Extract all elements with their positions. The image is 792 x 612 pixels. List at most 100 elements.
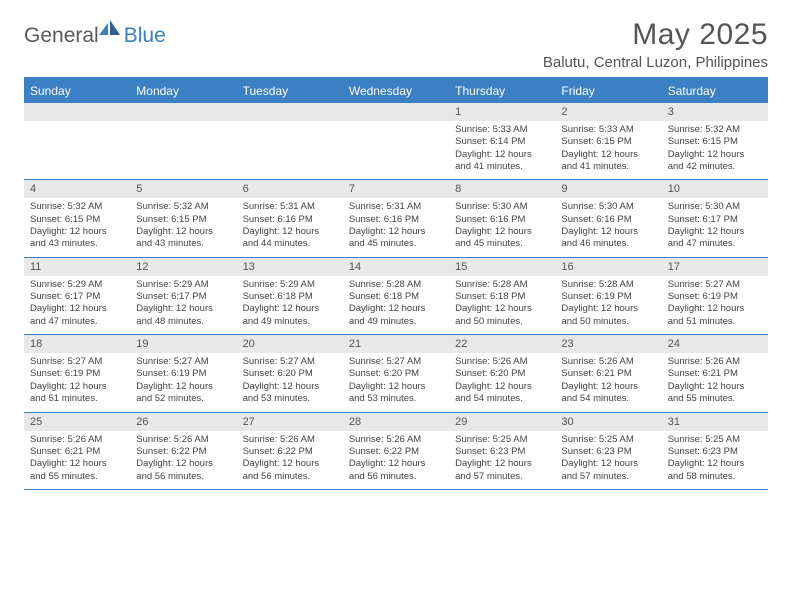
sunset-text: Sunset: 6:18 PM [455, 291, 549, 303]
sunset-text: Sunset: 6:23 PM [561, 446, 655, 458]
sunset-text: Sunset: 6:17 PM [136, 291, 230, 303]
logo-text-blue: Blue [124, 24, 166, 48]
day-number: 27 [237, 413, 343, 431]
sunrise-text: Sunrise: 5:31 AM [349, 201, 443, 213]
daylight-text: and 57 minutes. [561, 471, 655, 483]
day-cell: Sunrise: 5:26 AMSunset: 6:22 PMDaylight:… [130, 431, 236, 489]
day-number: 31 [662, 413, 768, 431]
sunset-text: Sunset: 6:19 PM [30, 368, 124, 380]
daylight-text: and 49 minutes. [243, 316, 337, 328]
sunrise-text: Sunrise: 5:30 AM [561, 201, 655, 213]
sunset-text: Sunset: 6:19 PM [136, 368, 230, 380]
daylight-text: Daylight: 12 hours [561, 226, 655, 238]
header: General Blue May 2025 Balutu, Central Lu… [24, 18, 768, 71]
day-cell: Sunrise: 5:26 AMSunset: 6:21 PMDaylight:… [662, 353, 768, 411]
day-cell: Sunrise: 5:28 AMSunset: 6:19 PMDaylight:… [555, 276, 661, 334]
daylight-text: and 45 minutes. [455, 238, 549, 250]
day-number: 18 [24, 335, 130, 353]
sunset-text: Sunset: 6:18 PM [349, 291, 443, 303]
daylight-text: Daylight: 12 hours [349, 458, 443, 470]
daylight-text: and 54 minutes. [561, 393, 655, 405]
day-number: 15 [449, 258, 555, 276]
day-cell: Sunrise: 5:26 AMSunset: 6:22 PMDaylight:… [343, 431, 449, 489]
daylight-text: and 47 minutes. [30, 316, 124, 328]
day-cell: Sunrise: 5:29 AMSunset: 6:18 PMDaylight:… [237, 276, 343, 334]
daylight-text: Daylight: 12 hours [30, 303, 124, 315]
day-number: 13 [237, 258, 343, 276]
sunset-text: Sunset: 6:22 PM [349, 446, 443, 458]
day-number: 3 [662, 103, 768, 121]
day-number: 4 [24, 180, 130, 198]
sunrise-text: Sunrise: 5:28 AM [561, 279, 655, 291]
day-number: 8 [449, 180, 555, 198]
day-cell: Sunrise: 5:31 AMSunset: 6:16 PMDaylight:… [237, 198, 343, 256]
weekday-header: Monday [130, 79, 236, 103]
day-number: 29 [449, 413, 555, 431]
daylight-text: Daylight: 12 hours [668, 226, 762, 238]
logo-text-general: General [24, 24, 99, 48]
day-number: 25 [24, 413, 130, 431]
day-cell [343, 121, 449, 179]
daylight-text: and 42 minutes. [668, 161, 762, 173]
calendar-page: General Blue May 2025 Balutu, Central Lu… [0, 0, 792, 502]
sunset-text: Sunset: 6:20 PM [349, 368, 443, 380]
sunset-text: Sunset: 6:16 PM [349, 214, 443, 226]
daylight-text: and 48 minutes. [136, 316, 230, 328]
calendar-week: 18 19 20 21 22 23 24 Sunrise: 5:27 AMSun… [24, 335, 768, 412]
sunrise-text: Sunrise: 5:25 AM [455, 434, 549, 446]
sunrise-text: Sunrise: 5:29 AM [30, 279, 124, 291]
sunrise-text: Sunrise: 5:26 AM [243, 434, 337, 446]
title-block: May 2025 Balutu, Central Luzon, Philippi… [543, 18, 768, 71]
day-number: 6 [237, 180, 343, 198]
sunrise-text: Sunrise: 5:25 AM [561, 434, 655, 446]
daylight-text: and 51 minutes. [30, 393, 124, 405]
day-cell [24, 121, 130, 179]
day-number [130, 103, 236, 121]
weekday-header: Friday [555, 79, 661, 103]
daylight-text: Daylight: 12 hours [561, 149, 655, 161]
sunrise-text: Sunrise: 5:29 AM [243, 279, 337, 291]
weekday-header: Sunday [24, 79, 130, 103]
day-cell: Sunrise: 5:25 AMSunset: 6:23 PMDaylight:… [662, 431, 768, 489]
sunrise-text: Sunrise: 5:28 AM [349, 279, 443, 291]
day-number [237, 103, 343, 121]
month-title: May 2025 [543, 18, 768, 52]
daylight-text: Daylight: 12 hours [455, 381, 549, 393]
daylight-text: and 56 minutes. [243, 471, 337, 483]
day-number: 1 [449, 103, 555, 121]
daylight-text: Daylight: 12 hours [136, 458, 230, 470]
day-number: 5 [130, 180, 236, 198]
sunset-text: Sunset: 6:16 PM [243, 214, 337, 226]
day-cell: Sunrise: 5:26 AMSunset: 6:21 PMDaylight:… [555, 353, 661, 411]
daylight-text: and 57 minutes. [455, 471, 549, 483]
sunrise-text: Sunrise: 5:33 AM [561, 124, 655, 136]
day-number: 2 [555, 103, 661, 121]
sunrise-text: Sunrise: 5:33 AM [455, 124, 549, 136]
sunrise-text: Sunrise: 5:26 AM [668, 356, 762, 368]
daylight-text: Daylight: 12 hours [136, 303, 230, 315]
weekday-header: Wednesday [343, 79, 449, 103]
daylight-text: Daylight: 12 hours [243, 458, 337, 470]
sunrise-text: Sunrise: 5:27 AM [668, 279, 762, 291]
sunrise-text: Sunrise: 5:26 AM [136, 434, 230, 446]
day-cell: Sunrise: 5:27 AMSunset: 6:20 PMDaylight:… [237, 353, 343, 411]
daylight-text: and 56 minutes. [136, 471, 230, 483]
logo-sail-icon [99, 20, 121, 41]
daylight-text: Daylight: 12 hours [668, 149, 762, 161]
daylight-text: and 47 minutes. [668, 238, 762, 250]
day-cell: Sunrise: 5:30 AMSunset: 6:16 PMDaylight:… [555, 198, 661, 256]
daylight-text: Daylight: 12 hours [561, 381, 655, 393]
sunset-text: Sunset: 6:22 PM [136, 446, 230, 458]
daylight-text: and 43 minutes. [136, 238, 230, 250]
calendar-week: 11 12 13 14 15 16 17 Sunrise: 5:29 AMSun… [24, 258, 768, 335]
weekday-header: Thursday [449, 79, 555, 103]
day-cell: Sunrise: 5:28 AMSunset: 6:18 PMDaylight:… [343, 276, 449, 334]
daylight-text: and 53 minutes. [349, 393, 443, 405]
day-number: 11 [24, 258, 130, 276]
sunset-text: Sunset: 6:15 PM [136, 214, 230, 226]
day-cell: Sunrise: 5:27 AMSunset: 6:19 PMDaylight:… [24, 353, 130, 411]
day-cell: Sunrise: 5:29 AMSunset: 6:17 PMDaylight:… [24, 276, 130, 334]
day-number: 23 [555, 335, 661, 353]
sunset-text: Sunset: 6:15 PM [30, 214, 124, 226]
daylight-text: Daylight: 12 hours [668, 303, 762, 315]
